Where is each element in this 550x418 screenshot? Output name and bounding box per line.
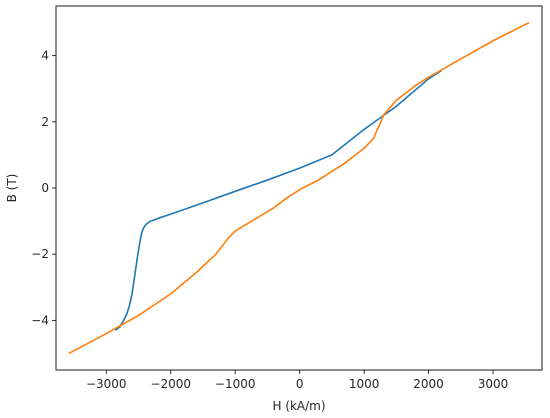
y-tick-label: 0 <box>41 181 49 195</box>
x-tick-label: −2000 <box>150 377 191 391</box>
axes-frame <box>55 5 543 371</box>
y-axis-label: B (T) <box>5 174 19 203</box>
y-tick-label: −2 <box>31 247 49 261</box>
x-axis-ticks: −3000 −2000 −1000 0 1000 2000 3000 <box>86 370 508 391</box>
x-tick-label: −3000 <box>86 377 127 391</box>
y-tick-label: 4 <box>41 49 49 63</box>
x-tick-label: −1000 <box>215 377 256 391</box>
series-line-0 <box>114 69 442 331</box>
y-tick-label: 2 <box>41 115 49 129</box>
x-axis-label: H (kA/m) <box>272 399 325 413</box>
x-tick-label: 1000 <box>349 377 380 391</box>
x-tick-label: 3000 <box>478 377 509 391</box>
y-tick-label: −4 <box>31 313 49 327</box>
y-axis-ticks: −4 −2 0 2 4 <box>31 49 56 327</box>
series-line-1 <box>68 21 530 355</box>
x-tick-label: 0 <box>296 377 304 391</box>
plot-content <box>68 21 530 355</box>
x-tick-label: 2000 <box>413 377 444 391</box>
